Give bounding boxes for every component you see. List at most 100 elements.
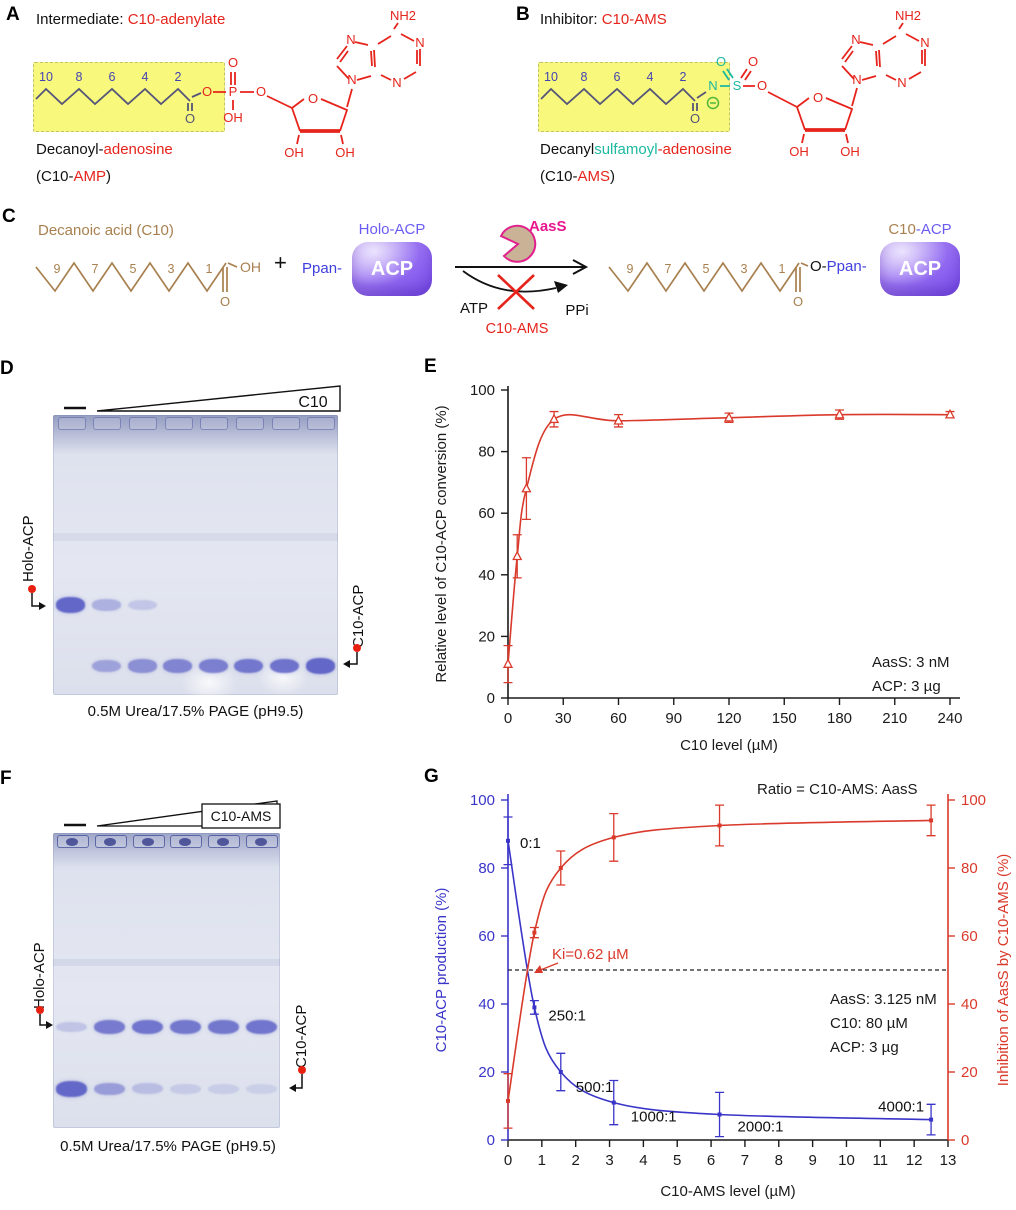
x-tick-label: 13 [940,1152,957,1169]
left-y-tick-label: 0 [487,1132,495,1149]
error-bar [926,1103,936,1136]
data-marker-square [532,1005,537,1010]
aass-label: AasS [529,218,567,235]
error-bar [715,804,725,847]
ratio-point-label: 1000:1 [631,1109,677,1126]
name-teal: sulfamoyl [594,141,658,158]
panel-label-c: C [2,206,16,227]
data-marker-square [506,838,510,843]
series-line [507,819,932,1102]
error-bar [503,1073,513,1129]
carbon-number: 3 [741,262,748,276]
substrate-label: Decanoic acid (C10) [38,222,174,239]
y-tick-label: 100 [470,382,495,399]
band-pointer-arrowhead [39,602,46,610]
gel-well [93,417,122,430]
data-marker-square [558,866,563,870]
data-marker-square [558,1070,563,1074]
c10-acp-band [207,1083,239,1095]
panel-label-b: B [516,4,530,25]
atp-label: ATP [460,300,488,317]
c10-acp-band [56,1081,88,1097]
atom-n: N [347,72,356,87]
carbon-number: 7 [665,262,672,276]
gel-well-residue [103,838,116,846]
gel-well [129,417,158,430]
c10-acp-band [169,1083,201,1095]
error-bar [614,413,623,428]
carbon-number: 1 [779,262,786,276]
o-ppan-blue: Ppan- [826,258,867,275]
data-marker-square [506,1098,510,1103]
inhibition-cross-icon [497,274,535,310]
x-tick-label: 0 [504,1152,512,1169]
ki-annotation: Ki=0.62 µM [552,946,629,963]
acyl-highlight-a [33,62,225,132]
gel-well [57,417,86,430]
c10-acp-band [94,1082,126,1096]
holo-acp-band [207,1019,239,1035]
atom-o: O [228,55,238,70]
band-pointer-arrowhead [289,1084,296,1092]
adenine-bonds [336,22,421,81]
ratio-point-label: 2000:1 [738,1119,784,1136]
panel-b-title-prefix: Inhibitor: [540,11,602,28]
o-ppan-label: O-Ppan- [810,258,867,275]
gel-d-right-band-label: C10-ACP [350,584,367,648]
error-bar [549,410,559,428]
ribose-bonds [796,87,858,144]
name-black: Decanyl [540,141,595,158]
x-tick-label: 11 [873,1152,889,1169]
x-tick-label: 4 [639,1152,647,1169]
gel-well-residue [255,838,268,846]
data-marker-triangle [723,411,735,422]
x-tick-label: 180 [827,710,852,727]
atom-o: O [813,90,823,105]
ratio-point-label: 0:1 [520,835,541,852]
error-bar [512,534,522,579]
atom-nh2: NH2 [895,8,921,23]
data-marker-triangle [512,550,523,561]
y-tick-label: 60 [478,505,495,522]
decanoic-acid-chain [35,261,227,293]
gel-image-f [53,833,280,1128]
right-y-tick-label: 80 [961,860,978,877]
band-pointer-line [350,652,358,665]
x-tick-label: 10 [838,1152,855,1169]
acp-text: ACP [898,258,942,280]
band-pointer-line [39,1014,46,1026]
y-tick-label: 20 [478,628,495,645]
data-marker-square [717,1112,722,1117]
holo-acp-band [127,599,157,611]
name-black: Decanoyl- [36,141,104,158]
error-bar [945,410,955,419]
ratio-point-label: 4000:1 [878,1099,924,1116]
atom-n: N [346,32,355,47]
chart-annotation: AasS: 3.125 nM [830,991,937,1008]
wedge-label-c10-ams: C10-AMS [211,808,272,824]
band-marker-dot [28,585,36,593]
atom-oh: OH [223,110,243,125]
holo-acp-band [91,599,121,611]
data-marker-square [611,1100,616,1105]
ratio-point-label: 500:1 [576,1079,614,1096]
x-tick-label: 120 [716,710,741,727]
atom-o: O [256,84,266,99]
gel-faint-streak [53,533,338,541]
holo-acp-band [169,1019,201,1035]
carbon-number: 5 [130,262,137,276]
gel-well [200,417,229,430]
gel-d-caption: 0.5M Urea/17.5% PAGE (pH9.5) [87,703,304,720]
name-red: adenosine [103,141,173,158]
panel-a-title-prefix: Intermediate: [36,11,128,28]
atom-oh: OH [840,144,860,159]
y-axis-title: Relative level of C10-ACP conversion (%) [433,405,450,682]
band-pointer-arrowhead [46,1021,53,1029]
chart-e-c10-titration: 0 30 60 90 120 150 180 210 240 0 20 40 60 80 100 C10 le… [433,382,963,754]
x-tick-label: 60 [610,710,627,727]
gel-image-d [53,415,338,695]
atom-o: O [793,294,803,309]
error-bar [529,926,539,939]
ribose-bonds [291,88,353,145]
chart-annotation: ACP: 3 µg [872,678,941,695]
